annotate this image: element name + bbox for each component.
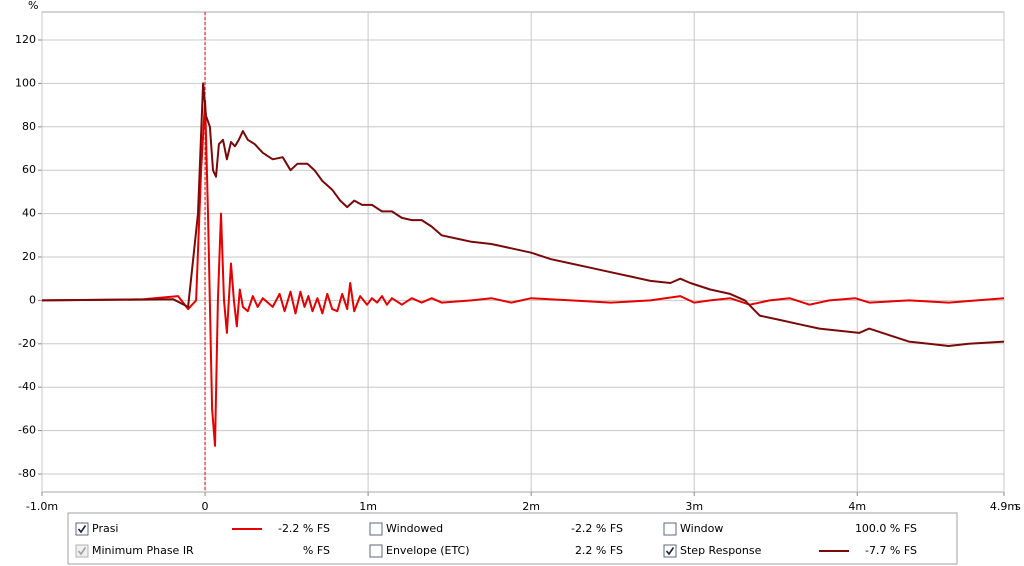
checkbox[interactable] bbox=[75, 522, 89, 536]
y-axis-label: % bbox=[28, 0, 38, 12]
x-tick-label: 4m bbox=[848, 500, 866, 513]
x-tick-label: 3m bbox=[685, 500, 703, 513]
legend-label[interactable]: Window bbox=[680, 522, 723, 535]
legend-readout: % FS bbox=[303, 544, 330, 557]
checkmark bbox=[77, 525, 87, 534]
legend-readout: -2.2 % FS bbox=[278, 522, 330, 535]
legend-label[interactable]: Step Response bbox=[680, 544, 762, 557]
legend-readout: -2.2 % FS bbox=[571, 522, 623, 535]
legend-panel bbox=[67, 512, 958, 565]
legend-readout: 2.2 % FS bbox=[575, 544, 623, 557]
checkmark bbox=[77, 547, 87, 556]
y-tick-label: 100 bbox=[15, 76, 36, 89]
x-tick-label: 1m bbox=[359, 500, 377, 513]
checkbox[interactable] bbox=[369, 522, 383, 536]
x-tick-label: 2m bbox=[522, 500, 540, 513]
legend-label[interactable]: Prasi bbox=[92, 522, 119, 535]
y-tick-label: -40 bbox=[18, 380, 36, 393]
y-tick-label: -60 bbox=[18, 424, 36, 437]
y-tick-label: -80 bbox=[18, 467, 36, 480]
plot-area bbox=[41, 11, 1005, 493]
checkbox[interactable] bbox=[663, 522, 677, 536]
y-tick-label: 40 bbox=[22, 207, 36, 220]
legend-label: Minimum Phase IR bbox=[92, 544, 194, 557]
legend-readout: -7.7 % FS bbox=[865, 544, 917, 557]
series-line bbox=[41, 99, 1005, 447]
x-axis-unit: s bbox=[1015, 500, 1021, 513]
y-tick-label: -20 bbox=[18, 337, 36, 350]
x-tick-label: 0 bbox=[202, 500, 209, 513]
y-tick-label: 80 bbox=[22, 120, 36, 133]
y-tick-label: 20 bbox=[22, 250, 36, 263]
y-tick-label: 60 bbox=[22, 163, 36, 176]
checkbox bbox=[75, 544, 89, 558]
y-tick-label: 0 bbox=[29, 293, 36, 306]
legend-readout: 100.0 % FS bbox=[855, 522, 917, 535]
checkbox[interactable] bbox=[369, 544, 383, 558]
series-line bbox=[41, 82, 1005, 347]
checkmark bbox=[665, 547, 675, 556]
legend-label[interactable]: Envelope (ETC) bbox=[386, 544, 470, 557]
legend-label[interactable]: Windowed bbox=[386, 522, 443, 535]
x-tick-label: -1.0m bbox=[26, 500, 58, 513]
checkbox[interactable] bbox=[663, 544, 677, 558]
x-tick-label: 4.9m bbox=[990, 500, 1018, 513]
y-tick-label: 120 bbox=[15, 33, 36, 46]
